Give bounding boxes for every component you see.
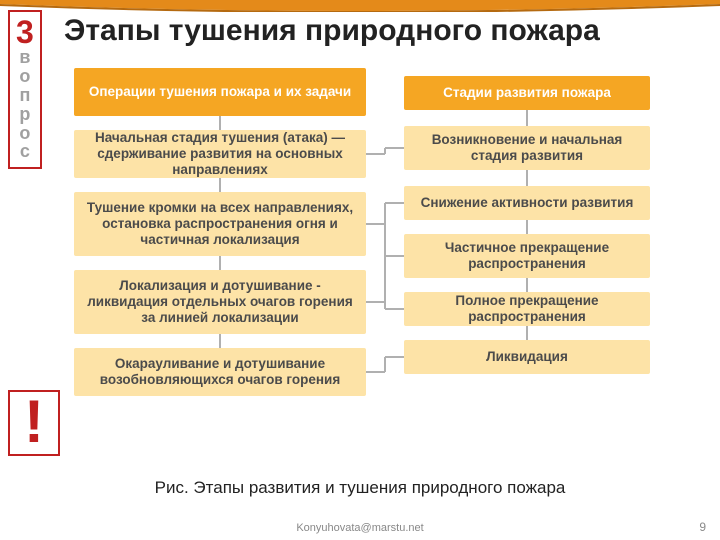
right-stage-box-0: Возникновение и начальная стадия развити… [404,126,650,170]
left-stage-box-2: Локализация и дотушивание - ликвидация о… [74,270,366,334]
right-header-box: Стадии развития пожара [404,76,650,110]
right-stage-box-4: Ликвидация [404,340,650,374]
page-number: 9 [699,520,706,534]
footer-email: Konyuhovata@marstu.net [0,522,720,534]
right-stage-box-1: Снижение активности развития [404,186,650,220]
left-stage-box-3: Окарауливание и дотушивание возобновляющ… [74,348,366,396]
left-stage-box-0: Начальная стадия тушения (атака) — сдерж… [74,130,366,178]
left-stage-box-1: Тушение кромки на всех направлениях, ост… [74,192,366,256]
left-header-box: Операции тушения пожара и их задачи [74,68,366,116]
right-stage-box-2: Частичное прекращение распространения [404,234,650,278]
right-stage-box-3: Полное прекращение распространения [404,292,650,326]
figure-caption: Рис. Этапы развития и тушения природного… [0,478,720,498]
top-curve [0,0,720,12]
